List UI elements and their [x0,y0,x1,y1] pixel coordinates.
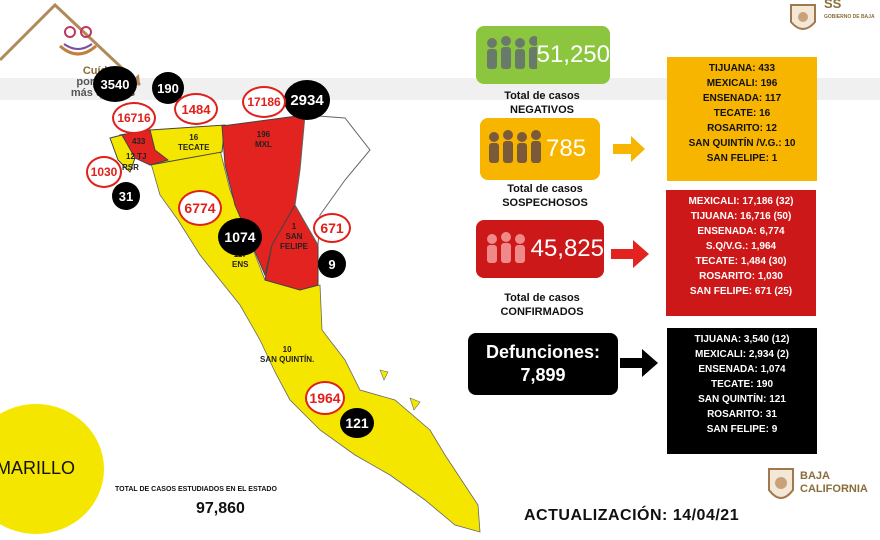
list-item: ENSENADA: 6,774 [697,226,785,237]
suspects-value: 785 [546,135,587,162]
deaths-circle-ensenada: 1074 [218,218,262,256]
list-item: SAN FELIPE: 9 [706,424,778,435]
list-item: TIJUANA: 433 [708,63,776,74]
agency-subtitle: GOBIERNO DE BAJA [824,14,875,20]
total-studied-caption: TOTAL DE CASOS ESTUDIADOS EN EL ESTADO [115,486,277,493]
people-group-icon [487,36,537,69]
negatives-caption: Total de casos NEGATIVOS [504,90,580,116]
confirmed-circle-ensenada: 6774 [178,190,222,226]
map-label-rosarito: RSR [122,163,139,172]
suspects-caption: Total de casos SOSPECHOSOS [502,183,588,209]
total-studied-value: 97,860 [196,500,245,517]
list-item: TECATE: 16 [713,108,771,119]
people-group-icon [487,232,525,263]
map-label-tijuana: 433 [132,137,146,146]
confirmed-circle-rosarito: 1030 [86,156,122,188]
deaths-box: Defunciones: 7,899 [468,333,618,395]
list-item: S.Q/V.G.: 1,964 [705,241,777,252]
state-seal-icon [790,4,816,30]
deaths-circle-tijuana: 3540 [93,66,137,102]
list-item: TECATE: 190 [710,379,774,390]
map-label-san-felipe: 1 SAN FELIPE [280,222,309,251]
list-item: TECATE: 1,484 (30) [695,256,787,267]
deaths-value: 7,899 [520,365,566,385]
cuidate-logo [0,2,142,87]
suspects-box: 785 [480,118,600,180]
family-hands-icon [59,26,97,56]
negatives-value: 51,250 [536,41,610,68]
confirmed-box: 45,825 [476,220,604,278]
deaths-circle-san-quintin: 121 [340,408,374,438]
people-group-icon [489,130,541,163]
list-item: SAN QUINTÍN: 121 [698,394,786,405]
agency-abbr: SS [824,0,842,11]
confirmed-circle-tijuana: 16716 [112,102,156,134]
deaths-circle-mexicali: 2934 [284,80,330,120]
list-item: ENSENADA: 117 [702,93,782,104]
map-label-mexicali: 196 MXL [255,130,272,149]
deaths-list: TIJUANA: 3,540 (12) MEXICALI: 2,934 (2) … [667,328,817,454]
list-item: ROSARITO: 1,030 [699,271,783,282]
baja-california-seal-icon [768,468,794,499]
deaths-circle-san-felipe: 9 [318,250,346,278]
list-item: MEXICALI: 17,186 (32) [688,196,794,207]
confirmed-caption: Total de casos CONFIRMADOS [500,292,584,318]
list-item: SAN FELIPE: 1 [706,153,778,164]
list-item: TIJUANA: 16,716 (50) [690,211,792,222]
list-item: MEXICALI: 196 [706,78,778,89]
confirmed-circle-san-quintin: 1964 [305,381,345,415]
header-band [0,78,880,100]
arrow-right-icon [611,240,649,268]
map-label-tijuana-2: 12 TJ [126,152,147,161]
list-item: SAN QUINTÍN /V.G.: 10 [688,138,796,149]
suspects-list: TIJUANA: 433 MEXICALI: 196 ENSENADA: 117… [667,57,817,181]
update-date: ACTUALIZACIÓN: 14/04/21 [524,507,740,524]
map-label-san-quintin: 10 SAN QUINTÍN. [260,345,315,364]
deaths-circle-rosarito: 31 [112,182,140,210]
alert-level-circle [0,404,104,534]
list-item: MEXICALI: 2,934 (2) [695,349,789,360]
map-label-tecate: 16 TECATE [178,133,210,152]
confirmed-list: MEXICALI: 17,186 (32) TIJUANA: 16,716 (5… [666,190,816,316]
arrow-right-icon [613,136,645,162]
confirmed-circle-mexicali: 17186 [242,86,286,118]
alert-level-label: MARILLO [0,458,76,478]
confirmed-circle-tecate: 1484 [174,93,218,125]
list-item: ENSENADA: 1,074 [698,364,786,375]
negatives-box: 51,250 [476,26,610,84]
arrow-right-icon [620,349,658,377]
deaths-label: Defunciones: [485,342,600,362]
list-item: ROSARITO: 31 [707,409,777,420]
confirmed-value: 45,825 [530,235,604,262]
confirmed-circle-san-felipe: 671 [313,213,351,243]
state-logo-text: BAJA CALIFORNIA [800,470,868,495]
list-item: SAN FELIPE: 671 (25) [689,286,793,297]
map-region-rosarito [109,134,136,173]
list-item: ROSARITO: 12 [707,123,777,134]
list-item: TIJUANA: 3,540 (12) [694,334,790,345]
